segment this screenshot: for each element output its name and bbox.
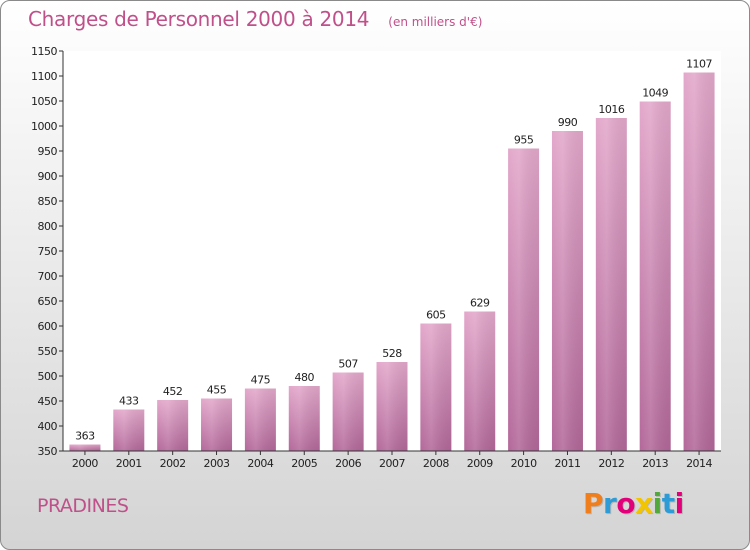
value-label-2001: 433 — [119, 395, 139, 408]
bar-shine-2008 — [420, 323, 452, 451]
value-label-2011: 990 — [558, 116, 578, 129]
brand-letter: P — [583, 487, 604, 520]
brand-letter: i — [652, 487, 663, 520]
title-row: Charges de Personnel 2000 à 2014 (en mil… — [28, 7, 482, 31]
brand-letter: x — [635, 487, 653, 520]
brand-letter: o — [616, 487, 636, 520]
bar-shine-2009 — [464, 311, 496, 451]
y-tick-label-400: 400 — [38, 420, 58, 433]
y-tick-label-850: 850 — [38, 195, 58, 208]
bar-shine-2011 — [551, 131, 583, 451]
bar-shine-2004 — [244, 388, 276, 451]
bar-shine-2000 — [69, 444, 101, 451]
x-tick-label-2000: 2000 — [72, 457, 98, 470]
value-label-2006: 507 — [338, 358, 358, 371]
y-tick-label-800: 800 — [38, 220, 58, 233]
y-tick-label-900: 900 — [38, 170, 58, 183]
bar-shine-2002 — [157, 400, 189, 451]
y-tick-label-650: 650 — [38, 295, 58, 308]
value-label-2010: 955 — [514, 134, 534, 147]
x-tick-label-2009: 2009 — [467, 457, 493, 470]
x-tick-label-2011: 2011 — [554, 457, 580, 470]
bar-shine-2005 — [288, 386, 320, 451]
value-label-2009: 629 — [470, 297, 490, 310]
x-tick-label-2003: 2003 — [204, 457, 230, 470]
value-label-2012: 1016 — [598, 103, 624, 116]
value-label-2002: 452 — [163, 385, 183, 398]
value-label-2000: 363 — [75, 430, 95, 443]
bar-shine-2013 — [639, 101, 671, 451]
bar-shine-2006 — [332, 372, 364, 451]
value-label-2008: 605 — [426, 309, 446, 322]
brand-letter: r — [603, 487, 617, 520]
x-tick-label-2012: 2012 — [598, 457, 624, 470]
value-label-2004: 475 — [251, 374, 271, 387]
y-tick-label-600: 600 — [38, 320, 58, 333]
bar-shine-2003 — [201, 398, 233, 451]
chart-subtitle: (en milliers d'€) — [388, 15, 483, 29]
value-label-2013: 1049 — [642, 87, 668, 100]
y-tick-label-1000: 1000 — [31, 120, 57, 133]
x-tick-label-2007: 2007 — [379, 457, 405, 470]
bar-shine-2001 — [113, 409, 145, 451]
y-tick-label-1150: 1150 — [31, 45, 57, 58]
x-tick-label-2006: 2006 — [335, 457, 361, 470]
x-tick-label-2010: 2010 — [511, 457, 537, 470]
value-label-2007: 528 — [382, 347, 402, 360]
chart-title: Charges de Personnel 2000 à 2014 — [28, 7, 370, 31]
y-tick-label-350: 350 — [38, 445, 58, 458]
bar-shine-2010 — [508, 148, 540, 451]
y-tick-label-950: 950 — [38, 145, 58, 158]
value-label-2005: 480 — [295, 371, 315, 384]
x-tick-label-2002: 2002 — [160, 457, 186, 470]
y-tick-label-750: 750 — [38, 245, 58, 258]
x-tick-label-2014: 2014 — [686, 457, 712, 470]
y-tick-label-500: 500 — [38, 370, 58, 383]
brand-logo: Proxiti — [583, 487, 684, 520]
y-tick-label-550: 550 — [38, 345, 58, 358]
y-tick-label-700: 700 — [38, 270, 58, 283]
brand-letter: i — [674, 487, 685, 520]
value-label-2014: 1107 — [686, 58, 712, 71]
x-tick-label-2005: 2005 — [291, 457, 317, 470]
value-label-2003: 455 — [207, 384, 227, 397]
x-tick-label-2013: 2013 — [642, 457, 668, 470]
brand-letter: t — [661, 487, 675, 520]
y-tick-label-1100: 1100 — [31, 70, 57, 83]
bar-shine-2007 — [376, 362, 408, 451]
bar-shine-2012 — [595, 118, 627, 451]
x-tick-label-2008: 2008 — [423, 457, 449, 470]
x-tick-label-2001: 2001 — [116, 457, 142, 470]
commune-name: PRADINES — [37, 495, 129, 517]
y-tick-label-1050: 1050 — [31, 95, 57, 108]
bar-shine-2014 — [683, 72, 715, 451]
x-tick-label-2004: 2004 — [247, 457, 273, 470]
y-tick-label-450: 450 — [38, 395, 58, 408]
